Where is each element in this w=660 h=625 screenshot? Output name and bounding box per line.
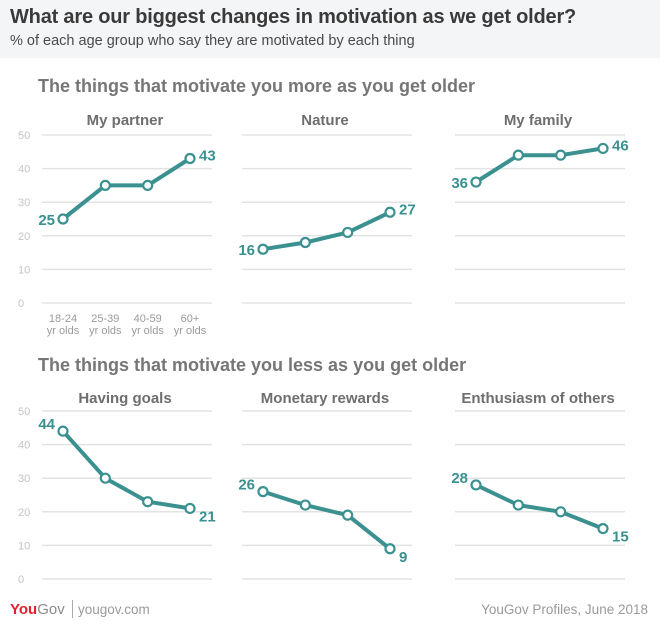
data-point [470, 479, 482, 491]
data-point [57, 213, 69, 225]
data-label-last: 21 [199, 508, 216, 525]
y-tick-label: 0 [18, 298, 24, 310]
x-tick-label: 40-59 [134, 313, 162, 325]
data-point [184, 152, 196, 165]
data-point [142, 496, 154, 508]
data-label-first: 25 [38, 212, 55, 229]
data-point [299, 499, 311, 511]
x-tick-label: yr olds [89, 325, 122, 337]
y-tick-label: 40 [18, 164, 30, 176]
data-point [597, 142, 609, 155]
series-line [61, 429, 191, 511]
x-tick-label: yr olds [47, 325, 80, 337]
data-point [99, 179, 111, 191]
data-point [384, 206, 396, 218]
y-tick-label: 10 [18, 540, 30, 552]
data-label-first: 28 [451, 470, 468, 487]
x-tick-label: 60+ [181, 313, 200, 325]
data-point [384, 543, 396, 555]
x-tick-label: yr olds [174, 325, 207, 337]
data-point [597, 522, 609, 535]
yougov-logo: YouGov [10, 601, 65, 618]
data-label-first: 26 [238, 477, 255, 494]
section-title-less: The things that motivate you less as you… [38, 355, 467, 375]
x-tick-label: 18-24 [49, 313, 77, 325]
footer-divider [72, 600, 73, 618]
data-label-last: 27 [399, 201, 416, 218]
data-point [184, 502, 196, 515]
data-point [57, 425, 69, 437]
page-subtitle: % of each age group who say they are mot… [10, 33, 415, 49]
panel-title: My partner [87, 112, 164, 129]
y-tick-label: 20 [18, 507, 30, 519]
x-tick-label: yr olds [131, 325, 164, 337]
footer-source: YouGov Profiles, June 2018 [481, 602, 648, 617]
data-point [142, 179, 154, 191]
series-line [262, 489, 392, 551]
data-label-last: 43 [199, 148, 216, 165]
data-point [342, 226, 354, 239]
x-tick-label: 25-39 [91, 313, 119, 325]
data-label-first: 36 [451, 175, 468, 192]
series-line [474, 146, 604, 184]
y-tick-label: 30 [18, 473, 30, 485]
y-tick-label: 50 [18, 406, 30, 418]
y-tick-label: 10 [18, 264, 30, 276]
data-point [470, 176, 482, 188]
data-point [342, 509, 354, 521]
page-title: What are our biggest changes in motivati… [10, 6, 577, 28]
panel-title: Monetary rewards [261, 390, 389, 407]
y-tick-label: 50 [18, 130, 30, 142]
logo-gov: Gov [37, 601, 65, 618]
data-label-first: 44 [38, 416, 55, 433]
data-point [299, 236, 311, 249]
series-line [262, 210, 391, 252]
panel-title: My family [504, 112, 573, 129]
data-label-last: 9 [399, 549, 407, 566]
y-tick-label: 30 [18, 197, 30, 209]
data-label-first: 16 [238, 242, 255, 259]
footer-url: yougov.com [78, 602, 150, 617]
panel-title: Enthusiasm of others [461, 390, 614, 407]
data-point [555, 506, 567, 518]
data-label-last: 46 [612, 137, 629, 154]
section-title-more: The things that motivate you more as you… [38, 76, 476, 96]
series-line [475, 483, 604, 531]
data-point [99, 472, 111, 484]
data-point [257, 243, 269, 255]
logo-you: You [10, 601, 38, 618]
series-line [61, 156, 192, 221]
header-band: What are our biggest changes in motivati… [0, 0, 660, 58]
data-point [555, 149, 567, 161]
data-point [512, 149, 524, 161]
y-tick-label: 40 [18, 440, 30, 452]
panel-title: Nature [301, 112, 349, 129]
data-point [512, 499, 524, 511]
y-tick-label: 0 [18, 574, 24, 586]
y-tick-label: 20 [18, 231, 30, 243]
panel-title: Having goals [78, 390, 171, 407]
data-label-last: 15 [612, 529, 629, 546]
data-point [257, 486, 269, 498]
